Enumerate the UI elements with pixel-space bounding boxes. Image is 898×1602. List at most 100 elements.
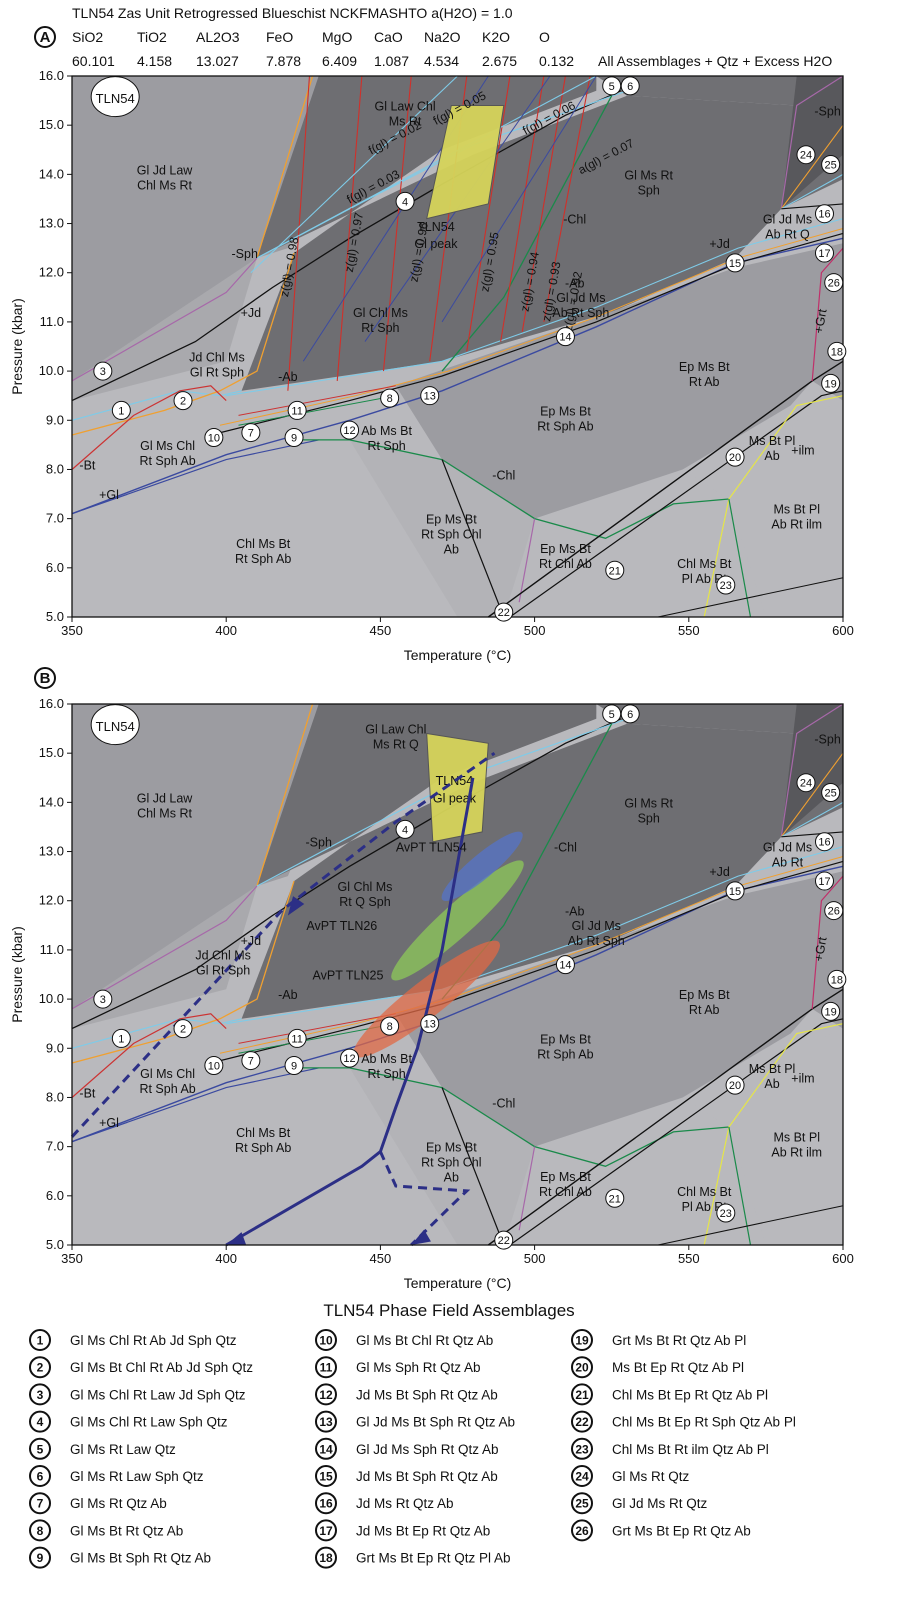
legend-number-circle (571, 1492, 593, 1515)
phase-boundary (238, 385, 396, 416)
field-label: Gl Jd Ms (763, 213, 812, 227)
legend-number-circle (571, 1437, 593, 1460)
field-number-circle (204, 1055, 224, 1075)
field-number: 4 (402, 196, 408, 208)
legend-number-circle (315, 1465, 337, 1487)
y-tick-label: 6.0 (46, 560, 64, 575)
field-label: Rt Ab (689, 375, 720, 389)
peak-label-line1: TLN54 (436, 774, 474, 788)
phase-field (395, 871, 843, 1147)
field-number: 9 (291, 432, 297, 444)
field-number: 1 (118, 1033, 124, 1045)
reaction-label: -Ab (278, 370, 298, 384)
field-number-circle (725, 1075, 745, 1095)
phase-boundary (441, 459, 505, 618)
phase-field (395, 243, 843, 519)
y-tick-label: 14.0 (39, 166, 64, 181)
field-number-circle (814, 243, 834, 263)
phase-field (72, 704, 597, 1009)
field-label: Rt Sph Ab (139, 454, 195, 468)
field-label: Gl Ms Rt (624, 168, 673, 182)
field-number: 26 (828, 906, 840, 918)
reaction-label: -Ab (565, 276, 585, 290)
phase-boundary (518, 1146, 536, 1231)
field-number-circle (814, 832, 834, 852)
legend-number: 15 (319, 1470, 333, 1484)
x-tick-label: 500 (524, 1251, 546, 1266)
field-number: 11 (291, 405, 302, 417)
legend-number: 12 (319, 1388, 333, 1402)
legend-number: 23 (575, 1442, 589, 1456)
legend-item: Gl Ms Chl Rt Law Sph Qtz (70, 1415, 228, 1430)
field-number-circle (380, 388, 400, 408)
field-number-circle (814, 204, 834, 224)
phase-boundary (71, 257, 258, 382)
y-tick-label: 11.0 (40, 314, 64, 329)
field-number-circle (821, 373, 841, 393)
phase-boundary (780, 703, 844, 837)
peak-label-line1: TLN54 (417, 220, 455, 234)
y-tick-label: 11.0 (40, 942, 64, 957)
phase-field (72, 886, 257, 1029)
reaction-label: +Gl (99, 488, 119, 502)
reaction-label: +Gl (99, 1116, 119, 1130)
field-number-circle (420, 386, 440, 406)
y-tick-label: 12.0 (39, 265, 64, 280)
field-label: Ab Rt ilm (771, 518, 822, 532)
legend-number: 10 (319, 1334, 333, 1348)
x-tick-label: 550 (678, 623, 700, 638)
x-tick-label: 400 (215, 1251, 237, 1266)
legend-item: Chl Ms Bt Rt ilm Qtz Ab Pl (612, 1442, 769, 1457)
field-number: 3 (100, 366, 106, 378)
f-isopleth (250, 75, 458, 274)
phase-boundary (780, 124, 844, 210)
field-number-circle (620, 704, 640, 724)
phase-boundary (71, 90, 622, 402)
phase-boundary (811, 875, 844, 1009)
field-label: Ep Ms Bt (679, 988, 730, 1002)
field-number: 24 (800, 150, 812, 162)
field-label: Sph (638, 811, 660, 825)
phase-boundary (219, 228, 844, 426)
phase-field (72, 258, 257, 401)
field-number: 25 (825, 160, 837, 172)
reaction-label: +ilm (791, 1072, 814, 1086)
field-label: Rt Sph Ab (537, 1047, 593, 1061)
field-number-circle (602, 76, 622, 96)
legend-number-circle (29, 1519, 51, 1542)
reaction-label: +Grt (812, 307, 830, 334)
pt-path-solid (225, 777, 475, 1247)
reaction-label: +Jd (241, 306, 262, 320)
legend-number-circle (29, 1383, 51, 1406)
y-tick-label: 5.0 (46, 1237, 64, 1252)
field-number-circle (494, 1230, 514, 1250)
phase-boundary (71, 439, 319, 515)
field-number: 22 (498, 607, 510, 619)
phase-boundary (238, 1013, 396, 1044)
field-number: 8 (387, 1021, 393, 1033)
phase-boundary (71, 1013, 227, 1098)
field-number: 8 (387, 393, 393, 405)
field-number-circle (796, 145, 816, 165)
field-number: 6 (627, 709, 633, 721)
oxide-value: 60.101 (72, 53, 115, 69)
field-number-circle (605, 1188, 625, 1208)
sample-label-bubble (90, 704, 140, 746)
field-label: Ab Rt Sph (568, 934, 625, 948)
field-number-circle (827, 969, 847, 989)
x-tick-label: 600 (832, 623, 854, 638)
phase-field (682, 400, 843, 617)
phase-boundary (219, 856, 844, 1054)
field-number: 19 (825, 378, 837, 390)
legend-number-circle (315, 1492, 337, 1515)
legend-number: 9 (37, 1551, 44, 1565)
phase-boundary (226, 218, 844, 397)
legend-number: 7 (37, 1497, 44, 1511)
field-number: 2 (180, 1024, 186, 1036)
x-tick-label: 500 (524, 623, 546, 638)
field-number: 16 (818, 209, 830, 221)
field-label: Rt Q Sph (339, 895, 390, 909)
peak-label-line2: Gl peak (433, 791, 477, 805)
oxide-value: 1.087 (374, 53, 409, 69)
legend-number-circle (571, 1383, 593, 1406)
